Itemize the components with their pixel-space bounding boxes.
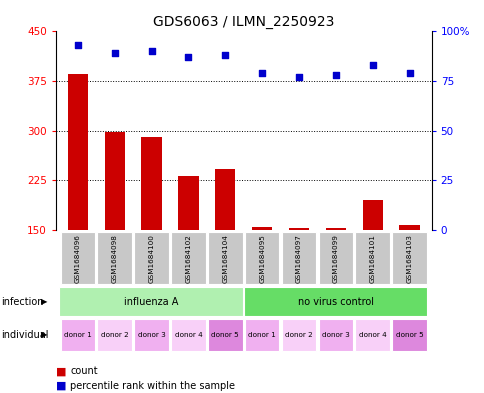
Text: donor 2: donor 2 [101, 332, 128, 338]
Text: percentile rank within the sample: percentile rank within the sample [70, 381, 235, 391]
Text: ■: ■ [56, 366, 66, 376]
Text: influenza A: influenza A [124, 297, 179, 307]
Text: GSM1684096: GSM1684096 [75, 234, 81, 283]
Bar [97, 319, 132, 351]
Text: donor 4: donor 4 [358, 332, 386, 338]
Text: individual: individual [1, 330, 48, 340]
Text: donor 1: donor 1 [64, 332, 91, 338]
Bar [355, 319, 389, 351]
Bar [171, 319, 205, 351]
Bar [134, 319, 168, 351]
Text: GSM1684098: GSM1684098 [111, 234, 118, 283]
Text: ▶: ▶ [41, 331, 47, 339]
Bar [392, 232, 426, 285]
Text: GSM1684095: GSM1684095 [258, 234, 265, 283]
Bar [355, 232, 389, 285]
Text: ■: ■ [56, 381, 66, 391]
Bar [105, 132, 124, 230]
Point [148, 48, 155, 55]
Title: GDS6063 / ILMN_2250923: GDS6063 / ILMN_2250923 [153, 15, 333, 29]
Text: GSM1684097: GSM1684097 [295, 234, 302, 283]
Bar [97, 232, 132, 285]
Bar [281, 232, 316, 285]
Point [184, 54, 192, 61]
Text: GSM1684101: GSM1684101 [369, 234, 375, 283]
Text: count: count [70, 366, 98, 376]
Text: donor 1: donor 1 [248, 332, 275, 338]
Text: donor 2: donor 2 [285, 332, 312, 338]
Text: GSM1684103: GSM1684103 [406, 234, 412, 283]
Text: donor 3: donor 3 [321, 332, 349, 338]
Bar [318, 232, 352, 285]
Bar [392, 319, 426, 351]
Bar [208, 232, 242, 285]
Text: GSM1684102: GSM1684102 [185, 234, 191, 283]
Bar [281, 319, 316, 351]
Point [368, 62, 376, 68]
Point [221, 52, 229, 59]
Text: no virus control: no virus control [297, 297, 373, 307]
Bar [134, 232, 168, 285]
Text: ▶: ▶ [41, 298, 47, 306]
Bar [252, 227, 272, 230]
Point [257, 70, 265, 76]
Bar [60, 319, 95, 351]
Text: donor 5: donor 5 [211, 332, 239, 338]
Text: donor 3: donor 3 [137, 332, 165, 338]
Bar [318, 319, 352, 351]
Bar [243, 287, 426, 316]
Bar [171, 232, 205, 285]
Bar [68, 74, 88, 230]
Text: infection: infection [1, 297, 44, 307]
Point [331, 72, 339, 78]
Text: GSM1684099: GSM1684099 [332, 234, 338, 283]
Point [405, 70, 412, 76]
Bar [244, 232, 279, 285]
Bar [215, 169, 235, 230]
Point [111, 50, 119, 57]
Bar [208, 319, 242, 351]
Text: GSM1684100: GSM1684100 [148, 234, 154, 283]
Bar [60, 232, 95, 285]
Bar [244, 319, 279, 351]
Bar [362, 200, 382, 230]
Point [74, 42, 82, 48]
Bar [178, 176, 198, 230]
Bar [325, 228, 345, 230]
Bar [141, 137, 161, 230]
Bar [60, 287, 242, 316]
Bar [288, 228, 308, 230]
Point [294, 74, 302, 80]
Text: donor 4: donor 4 [174, 332, 202, 338]
Text: donor 5: donor 5 [395, 332, 423, 338]
Text: GSM1684104: GSM1684104 [222, 234, 228, 283]
Bar [399, 225, 419, 230]
